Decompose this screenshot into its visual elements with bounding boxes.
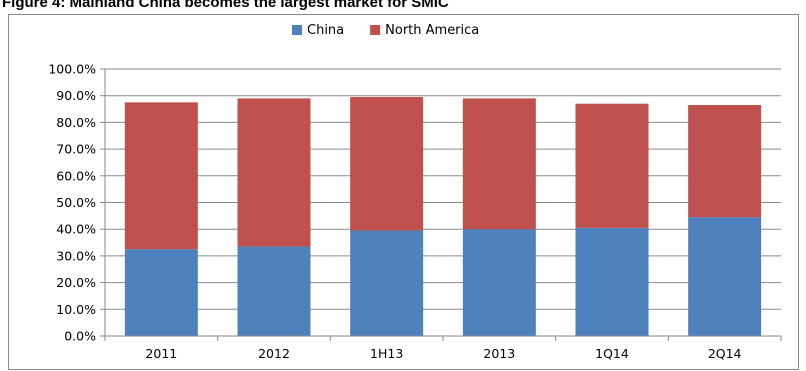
y-tick-label: 80.0% [56, 115, 96, 130]
legend-swatch-north-america [370, 25, 381, 35]
bar-north-america-2011 [124, 102, 198, 250]
y-tick-label: 60.0% [56, 168, 96, 183]
gridlines [105, 68, 781, 310]
bar-china-2q14 [688, 217, 762, 336]
bar-north-america-2013 [462, 98, 536, 230]
y-tick-label: 0.0% [64, 329, 96, 344]
figure-title: Figure 4: Mainland China becomes the lar… [2, 0, 449, 11]
x-tick-label: 2Q14 [708, 346, 742, 361]
y-tick-label: 90.0% [56, 88, 96, 103]
bar-china-2013 [462, 229, 536, 336]
x-tick-label: 2013 [483, 346, 515, 361]
y-tick-label: 20.0% [56, 275, 96, 290]
legend: China North America [292, 23, 479, 38]
bar-china-2011 [124, 249, 198, 336]
bar-north-america-1h13 [350, 97, 424, 231]
y-tick-label: 100.0% [48, 62, 96, 77]
x-tick-label: 2011 [145, 346, 177, 361]
axes: 0.0% 10.0% 20.0% 30.0% 40.0% 50.0% 60.0% 70.0% 8… [48, 62, 782, 361]
legend-label: North America [385, 23, 479, 38]
legend-swatch-china [292, 25, 302, 35]
y-tick-label: 50.0% [56, 195, 96, 210]
bar-north-america-2012 [237, 98, 311, 247]
bar-north-america-1q14 [575, 103, 649, 228]
x-tick-label: 2012 [258, 346, 290, 361]
bar-china-1h13 [350, 230, 424, 336]
bar-north-america-2q14 [688, 105, 762, 218]
x-tick-label: 1H13 [370, 346, 403, 361]
y-tick-label: 30.0% [56, 248, 96, 263]
bars [124, 97, 762, 336]
y-tick-label: 40.0% [56, 222, 96, 237]
legend-label: China [307, 23, 344, 38]
x-tick-label: 1Q14 [595, 346, 629, 361]
y-tick-label: 70.0% [56, 142, 96, 157]
y-tick-label: 10.0% [56, 302, 96, 317]
bar-china-2012 [237, 246, 311, 336]
bar-china-1q14 [575, 227, 649, 336]
